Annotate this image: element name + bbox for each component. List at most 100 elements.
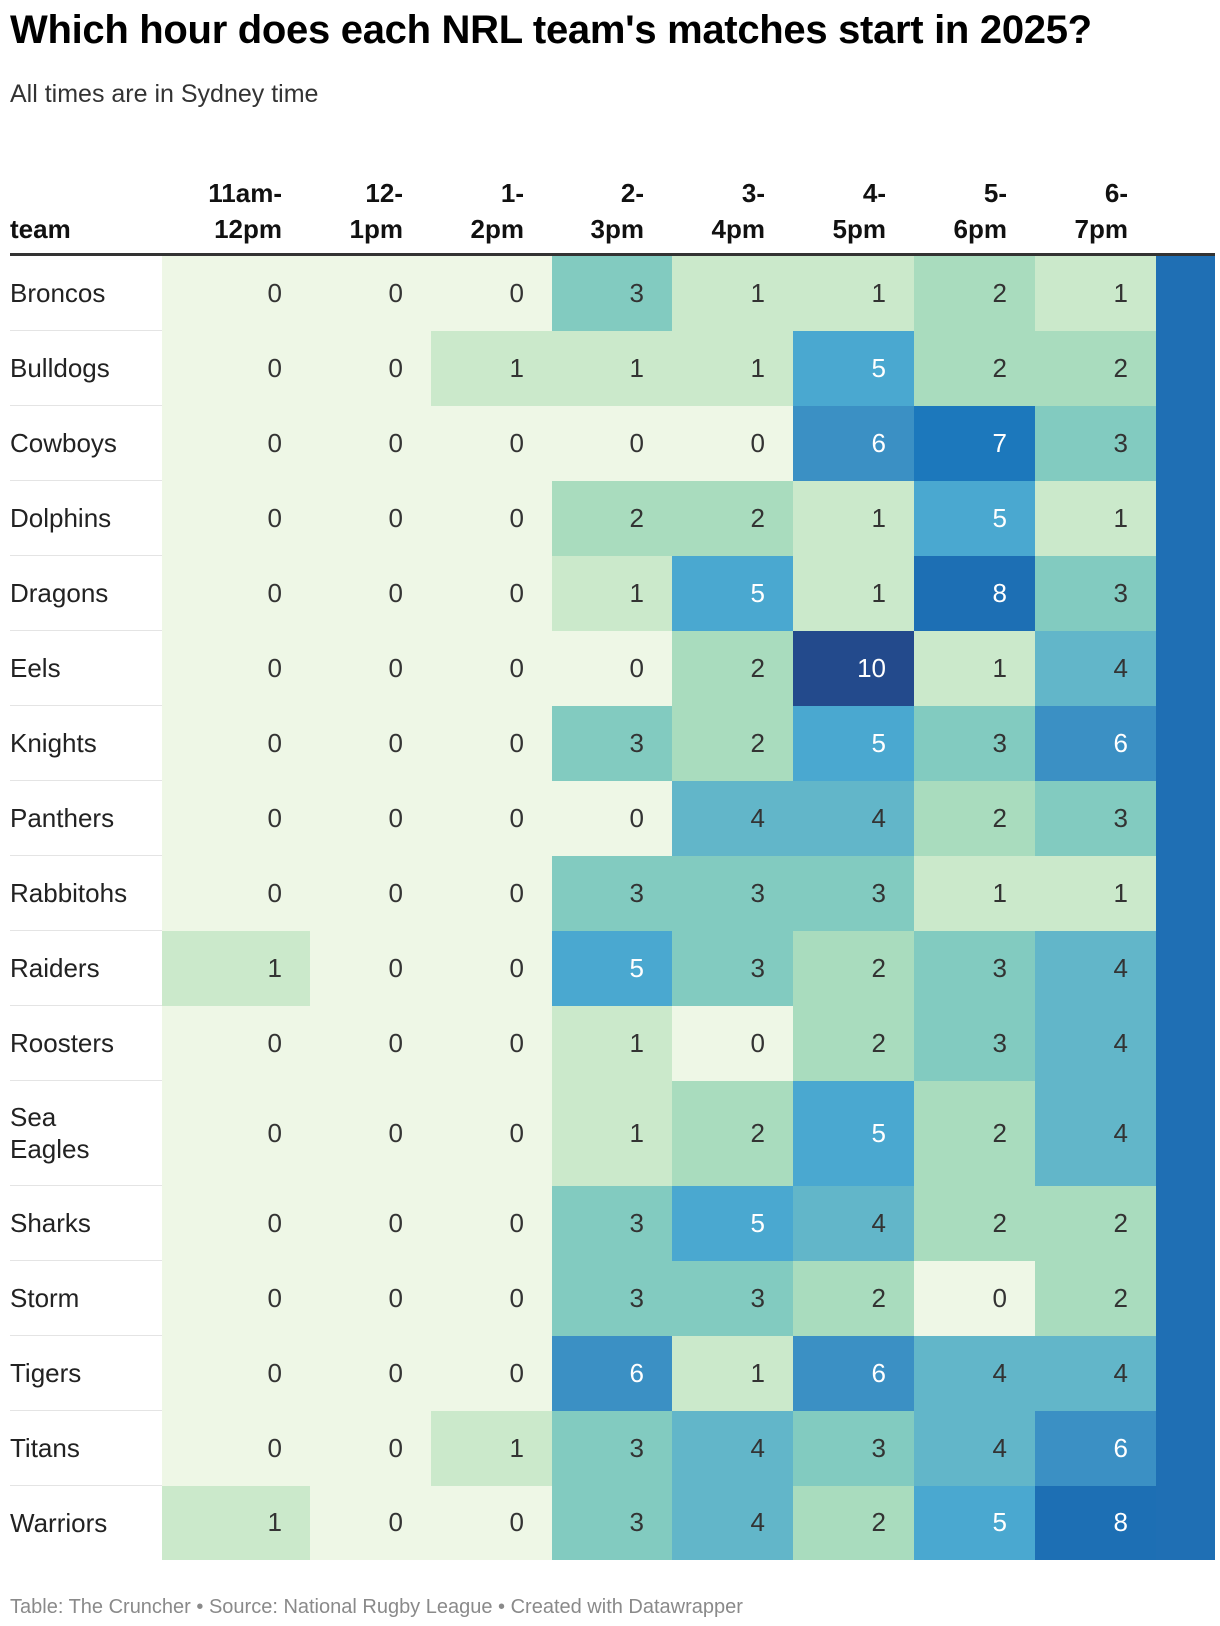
heat-cell: 0 [431, 855, 552, 931]
team-label: Roosters [10, 1005, 162, 1081]
heatmap-table: team 11am- 12pm 12- 1pm 1- 2pm 2- 3pm 3- 4pm 4- 5pm 5… [10, 165, 1215, 1560]
heat-cell: 6 [793, 1335, 914, 1411]
heat-cell: 10 [793, 630, 914, 706]
heat-cell: 3 [672, 1260, 793, 1336]
heat-cell: 1 [162, 1485, 310, 1560]
heat-cell: 4 [793, 780, 914, 856]
column-header-team: team [10, 165, 162, 256]
heat-cell: 2 [793, 1005, 914, 1081]
overflow-cell [1156, 1335, 1215, 1411]
heat-cell: 1 [162, 930, 310, 1006]
heat-cell: 0 [431, 1080, 552, 1186]
text-line: 1- [500, 178, 524, 208]
heat-cell: 0 [431, 254, 552, 331]
heat-cell: 0 [552, 630, 672, 706]
heat-cell: 3 [793, 1410, 914, 1486]
overflow-cell [1156, 1260, 1215, 1336]
heat-cell: 2 [914, 330, 1035, 406]
table-row: Roosters 0 0 0 1 0 2 3 4 [10, 1005, 1215, 1081]
team-label: Broncos [10, 254, 162, 331]
header-row: team 11am- 12pm 12- 1pm 1- 2pm 2- 3pm 3- 4pm 4- 5pm 5… [10, 165, 1215, 256]
column-header: 1- 2pm [431, 165, 552, 256]
table-body: Broncos 0 0 0 3 1 1 2 1 Bulldogs 0 0 1 1 1 5 2 2 Cowboys 0 0… [10, 254, 1215, 1560]
heat-cell: 0 [914, 1260, 1035, 1336]
column-header: 6- 7pm [1035, 165, 1156, 256]
heat-cell: 1 [431, 1410, 552, 1486]
heat-cell: 2 [793, 930, 914, 1006]
overflow-cell [1156, 1005, 1215, 1081]
heat-cell: 6 [552, 1335, 672, 1411]
heat-cell: 0 [162, 780, 310, 856]
heat-cell: 2 [914, 1185, 1035, 1261]
text-line: 2- [620, 178, 644, 208]
heat-cell: 4 [914, 1410, 1035, 1486]
table-row: Panthers 0 0 0 0 4 4 2 3 [10, 780, 1215, 856]
heat-cell: 4 [1035, 930, 1156, 1006]
heat-cell: 0 [162, 480, 310, 556]
heat-cell: 0 [162, 1335, 310, 1411]
text-line: 3- [741, 178, 765, 208]
heat-cell: 3 [914, 1005, 1035, 1081]
text-line: 5- [983, 178, 1007, 208]
heat-cell: 2 [793, 1260, 914, 1336]
heat-cell: 0 [672, 1005, 793, 1081]
heat-cell: 0 [162, 405, 310, 481]
heat-cell: 0 [310, 254, 431, 331]
heat-cell: 2 [1035, 330, 1156, 406]
heat-cell: 2 [914, 780, 1035, 856]
team-label: Cowboys [10, 405, 162, 481]
heat-cell: 3 [552, 1410, 672, 1486]
heat-cell: 4 [672, 780, 793, 856]
table-row: Raiders 1 0 0 5 3 2 3 4 [10, 930, 1215, 1006]
heat-cell: 1 [914, 630, 1035, 706]
overflow-cell [1156, 1080, 1215, 1186]
overflow-cell [1156, 855, 1215, 931]
heat-cell: 0 [310, 405, 431, 481]
overflow-cell [1156, 705, 1215, 781]
heat-cell: 2 [914, 1080, 1035, 1186]
heat-cell: 0 [310, 1080, 431, 1186]
table-row: Broncos 0 0 0 3 1 1 2 1 [10, 254, 1215, 331]
heat-cell: 2 [1035, 1260, 1156, 1336]
heat-cell: 4 [1035, 630, 1156, 706]
text-line: Sea [10, 1102, 57, 1132]
heat-cell: 3 [914, 705, 1035, 781]
heat-cell: 0 [431, 405, 552, 481]
text-line: 5pm [832, 214, 886, 244]
text-line: 1pm [349, 214, 403, 244]
heat-cell: 4 [1035, 1005, 1156, 1081]
text-line: 12- [365, 178, 403, 208]
heat-cell: 1 [1035, 855, 1156, 931]
heat-cell: 0 [310, 1185, 431, 1261]
heat-cell: 8 [1035, 1485, 1156, 1560]
overflow-cell [1156, 780, 1215, 856]
heat-cell: 4 [672, 1410, 793, 1486]
heat-cell: 1 [552, 1080, 672, 1186]
heat-cell: 6 [1035, 705, 1156, 781]
heat-cell: 0 [162, 555, 310, 631]
heat-cell: 7 [914, 405, 1035, 481]
table-row: Titans 0 0 1 3 4 3 4 6 [10, 1410, 1215, 1486]
heat-cell: 0 [310, 630, 431, 706]
column-header: 5- 6pm [914, 165, 1035, 256]
heat-cell: 1 [793, 254, 914, 331]
heat-cell: 3 [793, 855, 914, 931]
heat-cell: 0 [162, 705, 310, 781]
heat-cell: 5 [672, 1185, 793, 1261]
heat-cell: 1 [672, 1335, 793, 1411]
heat-cell: 2 [672, 480, 793, 556]
heat-cell: 0 [162, 630, 310, 706]
heat-cell: 0 [310, 480, 431, 556]
column-header: 2- 3pm [552, 165, 672, 256]
team-label: Rabbitohs [10, 855, 162, 931]
heat-cell: 0 [162, 1410, 310, 1486]
table-row: Rabbitohs 0 0 0 3 3 3 1 1 [10, 855, 1215, 931]
column-header-overflow [1156, 165, 1215, 256]
heat-cell: 1 [552, 555, 672, 631]
text-line: 6pm [953, 214, 1007, 244]
heat-cell: 3 [552, 705, 672, 781]
heat-cell: 0 [310, 1005, 431, 1081]
team-label: Tigers [10, 1335, 162, 1411]
text-line: 12pm [214, 214, 282, 244]
heat-cell: 2 [914, 254, 1035, 331]
